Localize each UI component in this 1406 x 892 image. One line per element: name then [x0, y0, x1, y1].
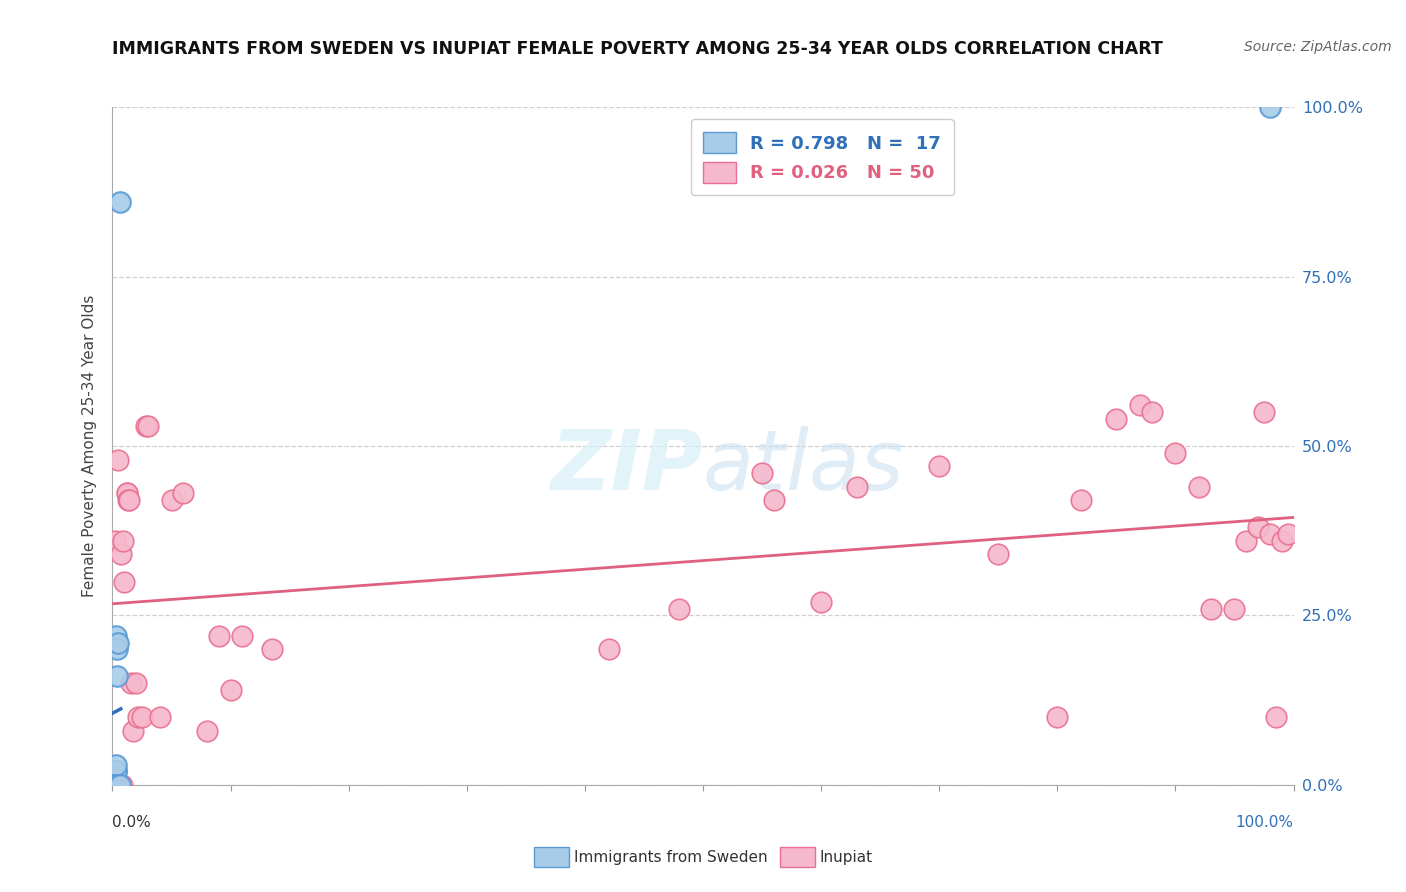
Point	[127, 710, 149, 724]
Point	[105, 764, 128, 779]
Text: atlas: atlas	[703, 425, 904, 507]
Point	[928, 459, 950, 474]
Point	[219, 683, 242, 698]
Point	[751, 466, 773, 480]
Text: Source: ZipAtlas.com: Source: ZipAtlas.com	[1244, 40, 1392, 54]
Point	[1258, 100, 1281, 114]
Y-axis label: Female Poverty Among 25-34 Year Olds: Female Poverty Among 25-34 Year Olds	[82, 295, 97, 597]
Point	[121, 723, 143, 738]
Point	[1129, 398, 1152, 412]
Point	[1105, 412, 1128, 426]
Point	[112, 533, 135, 548]
Point	[125, 676, 148, 690]
Point	[111, 778, 134, 792]
Point	[117, 493, 139, 508]
Point	[1264, 710, 1286, 724]
Point	[118, 493, 141, 508]
Point	[1271, 533, 1294, 548]
Point	[810, 595, 832, 609]
Point	[104, 771, 127, 785]
Point	[845, 480, 868, 494]
Point	[1234, 533, 1257, 548]
Point	[120, 676, 142, 690]
Point	[105, 669, 128, 683]
Point	[105, 764, 128, 779]
Point	[1046, 710, 1069, 724]
Text: IMMIGRANTS FROM SWEDEN VS INUPIAT FEMALE POVERTY AMONG 25-34 YEAR OLDS CORRELATI: IMMIGRANTS FROM SWEDEN VS INUPIAT FEMALE…	[112, 40, 1163, 58]
Text: Inupiat: Inupiat	[820, 850, 873, 864]
Point	[668, 601, 690, 615]
Point	[195, 723, 218, 738]
Point	[108, 778, 131, 792]
Text: Immigrants from Sweden: Immigrants from Sweden	[574, 850, 768, 864]
Point	[1277, 527, 1299, 541]
Point	[172, 486, 194, 500]
Text: ZIP: ZIP	[550, 425, 703, 507]
Point	[1253, 405, 1275, 419]
Point	[108, 778, 131, 792]
Point	[135, 418, 157, 433]
Point	[110, 548, 132, 562]
Point	[105, 778, 128, 792]
Point	[762, 493, 785, 508]
Point	[105, 642, 128, 657]
Point	[1164, 446, 1187, 460]
Point	[1247, 520, 1270, 534]
Point	[108, 194, 131, 209]
Point	[598, 642, 620, 657]
Point	[231, 629, 253, 643]
Point	[1223, 601, 1246, 615]
Point	[104, 764, 127, 779]
Text: 0.0%: 0.0%	[112, 815, 152, 830]
Point	[1199, 601, 1222, 615]
Point	[1258, 527, 1281, 541]
Point	[260, 642, 283, 657]
Legend: R = 0.798   N =  17, R = 0.026   N = 50: R = 0.798 N = 17, R = 0.026 N = 50	[690, 120, 953, 195]
Point	[160, 493, 183, 508]
Point	[104, 533, 127, 548]
Point	[987, 548, 1010, 562]
Point	[105, 778, 128, 792]
Point	[105, 757, 128, 772]
Point	[105, 778, 128, 792]
Point	[136, 418, 159, 433]
Point	[149, 710, 172, 724]
Point	[1070, 493, 1092, 508]
Point	[107, 778, 129, 792]
Point	[112, 574, 135, 589]
Point	[131, 710, 153, 724]
Point	[107, 635, 129, 649]
Point	[115, 486, 138, 500]
Point	[105, 629, 128, 643]
Point	[1188, 480, 1211, 494]
Text: 100.0%: 100.0%	[1236, 815, 1294, 830]
Point	[1140, 405, 1163, 419]
Point	[107, 452, 129, 467]
Point	[208, 629, 231, 643]
Point	[115, 486, 138, 500]
Point	[105, 778, 128, 792]
